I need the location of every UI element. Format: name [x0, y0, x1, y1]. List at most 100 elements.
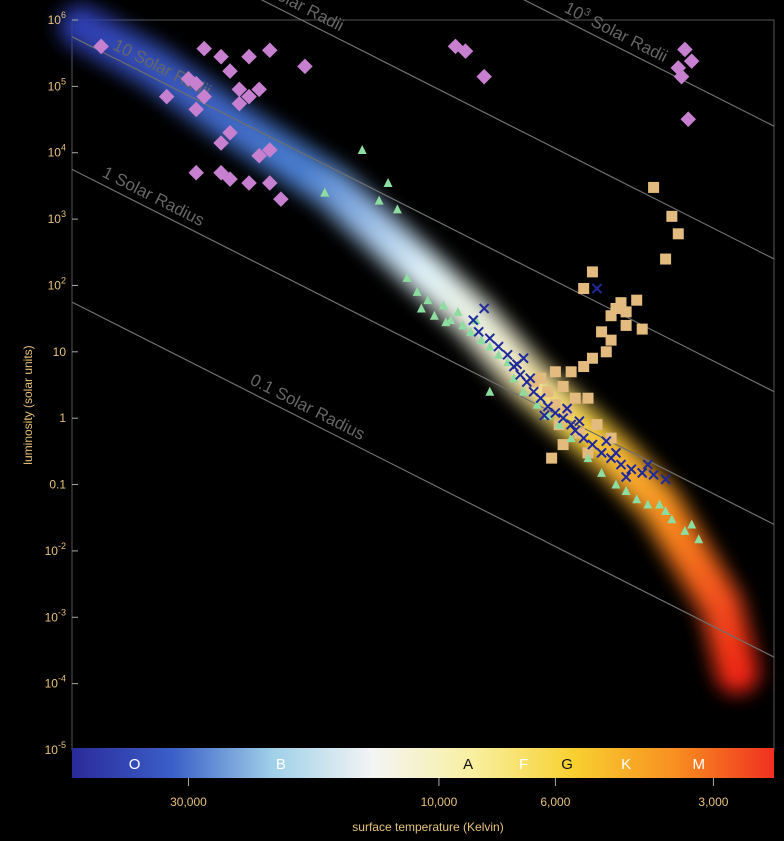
spectral-class-bar: [72, 748, 774, 778]
giant-point: [610, 302, 622, 314]
giant-point: [605, 310, 617, 322]
main-sequence-triangle-point: [519, 386, 529, 396]
giant-point: [582, 392, 594, 404]
main-sequence-cross-point: [615, 459, 627, 470]
spectral-class-label: O: [129, 756, 141, 773]
giant-point: [648, 181, 660, 193]
supergiant-point: [222, 63, 238, 79]
main-sequence-triangle-point: [485, 386, 495, 396]
spectral-class-label: K: [621, 756, 631, 773]
main-sequence-cross-point: [620, 471, 632, 483]
main-sequence-triangle-point: [476, 335, 486, 345]
x-axis-label: surface temperature (Kelvin): [352, 820, 503, 834]
main-sequence-cross-point: [565, 419, 577, 430]
main-sequence-cross-point: [561, 403, 573, 414]
radius-line: [260, 0, 775, 260]
giant-point: [615, 297, 627, 309]
main-sequence-triangle-point: [611, 479, 621, 489]
main-sequence-triangle-point: [621, 485, 631, 495]
y-axis-label: luminosity (solar units): [21, 345, 35, 464]
main-sequence-triangle-point: [667, 514, 677, 524]
spectral-class-label: A: [463, 756, 473, 773]
supergiant-point: [188, 164, 204, 181]
main-sequence-triangle-point: [694, 534, 704, 544]
radius-line: [523, 0, 775, 127]
supergiant-point: [158, 88, 175, 105]
supergiant-point: [241, 175, 257, 191]
supergiant-point: [188, 75, 204, 92]
x-tick-label: 30,000: [170, 795, 207, 809]
main-sequence-triangle-point: [632, 494, 642, 504]
main-sequence-triangle-point: [383, 177, 393, 187]
main-sequence-triangle-point: [441, 317, 451, 327]
main-sequence-cross-point: [539, 410, 550, 421]
main-sequence-cross-point: [511, 359, 523, 370]
main-sequence-cross-point: [660, 474, 671, 485]
main-sequence-triangle-point: [423, 295, 433, 305]
main-sequence-cross-point: [596, 447, 607, 459]
main-sequence-cross-point: [484, 333, 496, 344]
supergiant-point: [241, 48, 257, 65]
y-tick-label: 10: [53, 345, 67, 359]
main-sequence-triangle-point: [453, 306, 463, 316]
giant-point: [578, 361, 590, 373]
radius-line: [71, 301, 775, 658]
giant-point: [620, 306, 632, 318]
giant-point: [605, 432, 617, 444]
main-sequence-cross-point: [642, 459, 654, 470]
main-sequence-cross-point: [535, 392, 546, 404]
y-tick-label: 10-3: [45, 607, 66, 624]
giant-point: [542, 386, 554, 398]
supergiant-point: [262, 142, 278, 158]
main-sequence-triangle-point: [597, 467, 607, 477]
main-sequence-cross-point: [502, 349, 513, 361]
supergiant-point: [222, 171, 238, 187]
giant-point: [557, 439, 569, 451]
main-sequence-triangle-point: [458, 320, 468, 330]
main-sequence-triangle-point: [466, 326, 476, 336]
plot-frame: [71, 19, 775, 751]
giant-point: [660, 253, 672, 265]
main-sequence-cross-point: [493, 341, 504, 352]
giant-point: [549, 399, 561, 411]
main-sequence-triangle-point: [554, 419, 564, 429]
main-sequence-cross-point: [587, 439, 598, 450]
supergiant-point: [273, 191, 289, 207]
giant-point: [620, 319, 632, 331]
main-sequence-triangle-point: [446, 315, 456, 325]
supergiant-point: [241, 88, 257, 105]
y-tick-label: 1: [59, 411, 66, 425]
main-sequence-triangle-point: [392, 204, 402, 214]
main-sequence-triangle-point: [320, 187, 330, 197]
x-axis: 30,000 10,000 6,000 3,000: [170, 778, 729, 809]
giant-point: [591, 419, 603, 431]
giant-point: [586, 352, 598, 364]
supergiant-point: [93, 38, 109, 55]
main-sequence-triangle-point: [485, 341, 495, 351]
y-tick-label: 10-4: [45, 674, 66, 691]
main-sequence-triangle-point: [429, 310, 439, 320]
main-sequence-triangle-point: [583, 453, 593, 463]
supergiant-point: [196, 40, 212, 57]
main-sequence-triangle-point: [374, 195, 384, 205]
giant-point: [565, 366, 577, 378]
supergiant-point: [231, 81, 248, 98]
main-sequence-band: [58, 3, 761, 695]
y-tick-label: 105: [48, 76, 66, 93]
main-sequence-cross-point: [570, 425, 581, 436]
main-sequence-triangle-point: [661, 505, 671, 515]
main-sequence-cross-point: [610, 447, 622, 459]
main-sequence-triangle-point: [566, 433, 576, 443]
x-tick-label: 3,000: [698, 795, 728, 809]
main-sequence-triangle-point: [643, 499, 653, 509]
main-sequence-triangle-point: [494, 349, 504, 359]
main-sequence-triangle-point: [412, 286, 422, 296]
spectral-class-label: F: [519, 756, 528, 773]
giant-point: [578, 282, 590, 294]
y-tick-label: 10-5: [45, 740, 66, 757]
main-sequence-triangle-point: [509, 373, 519, 383]
giant-point: [666, 210, 678, 222]
y-tick-label: 0.1: [49, 478, 66, 492]
main-sequence-cross-point: [636, 467, 648, 479]
